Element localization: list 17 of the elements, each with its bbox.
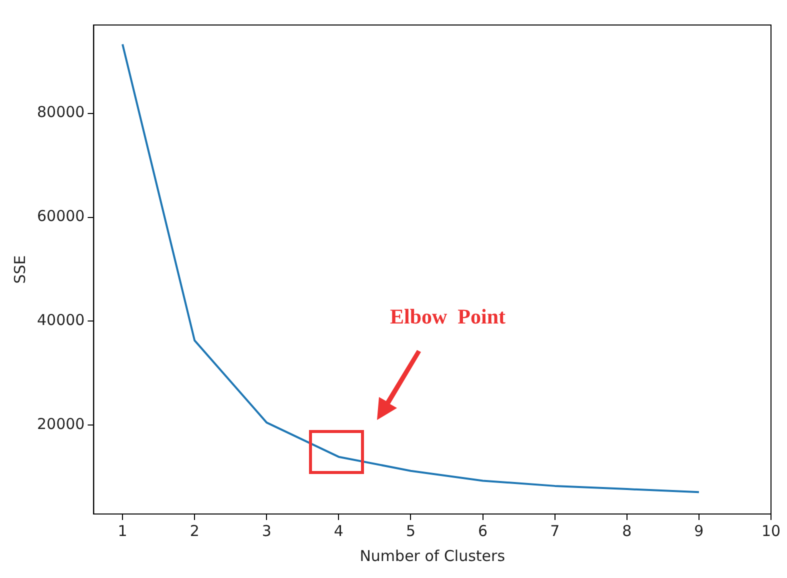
y-tick-label: 60000 — [37, 207, 85, 226]
y-tick-label: 20000 — [37, 415, 85, 434]
annotation: Elbow Point — [390, 304, 506, 328]
x-tick-label: 1 — [118, 522, 128, 540]
y-tick-label: 40000 — [37, 311, 85, 330]
x-axis-title: Number of Clusters — [360, 546, 506, 565]
x-tick-label: 7 — [550, 522, 560, 540]
x-tick-label: 3 — [262, 522, 272, 540]
x-tick-label: 8 — [622, 522, 632, 540]
x-tick-label: 9 — [694, 522, 704, 540]
x-tick-label: 10 — [761, 522, 781, 540]
x-tick-label: 6 — [478, 522, 488, 540]
y-tick-label: 80000 — [37, 103, 85, 122]
x-tick-label: 2 — [190, 522, 200, 540]
y-axis-title: SSE — [10, 255, 29, 284]
x-tick-label: 5 — [406, 522, 416, 540]
x-tick-label: 4 — [334, 522, 344, 540]
